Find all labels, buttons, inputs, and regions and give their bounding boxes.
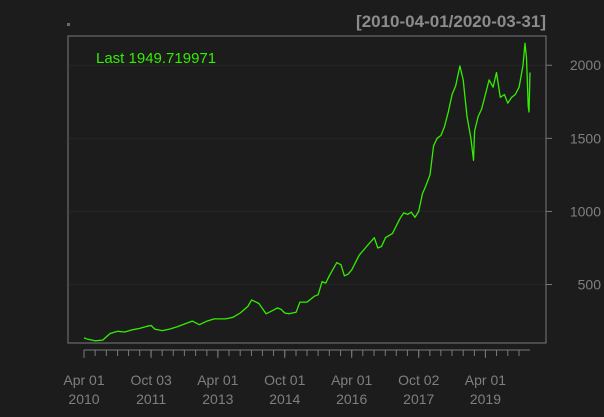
grid-lines — [69, 64, 545, 286]
last-value-label: Last 1949.719971 — [96, 50, 216, 67]
date-range-label: [2010-04-01/2020-03-31] — [356, 12, 546, 31]
x-tick-label-year: 2016 — [336, 391, 367, 407]
x-tick-label-year: 2013 — [202, 391, 233, 407]
x-tick-label-year: 2019 — [470, 391, 501, 407]
x-tick-label-year: 2010 — [68, 391, 99, 407]
y-tick-label: 1500 — [570, 130, 601, 146]
x-tick-label-year: 2014 — [269, 391, 300, 407]
x-tick-label-year: 2011 — [136, 391, 166, 407]
y-axis: 500 1000 1500 2000 — [546, 57, 602, 293]
plot-frame — [67, 35, 547, 344]
x-tick-label-date: Oct 02 — [398, 372, 439, 388]
x-tick-label-date: Apr 01 — [331, 372, 372, 388]
x-tick-label-date: Oct 01 — [264, 372, 305, 388]
x-tick-label-date: Apr 01 — [465, 372, 506, 388]
y-tick-label: 500 — [578, 277, 602, 293]
y-tick-label: 2000 — [570, 57, 601, 73]
x-tick-label-date: Apr 01 — [63, 372, 104, 388]
x-tick-label-date: Apr 01 — [197, 372, 238, 388]
x-tick-label-year: 2017 — [403, 391, 434, 407]
corner-marker — [67, 23, 70, 26]
x-axis: Apr 01 2010 Oct 03 2011 Apr 01 2013 Oct 01 2014… — [63, 349, 530, 407]
price-series-line — [83, 42, 531, 342]
x-tick-label-date: Oct 03 — [131, 372, 172, 388]
y-tick-label: 1000 — [570, 203, 601, 219]
series-layer — [83, 42, 531, 342]
